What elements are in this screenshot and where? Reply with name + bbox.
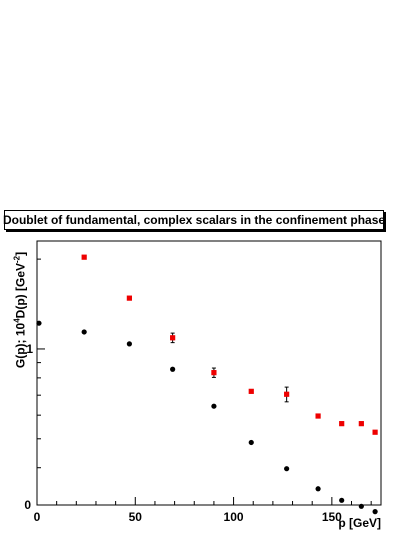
data-point-black xyxy=(36,320,42,326)
data-point-red xyxy=(248,388,254,394)
data-point-black xyxy=(211,403,217,409)
y-axis-label-part2: D(p) [GeV xyxy=(13,262,28,319)
data-marks xyxy=(36,254,378,515)
chart-title: Doublet of fundamental, complex scalars … xyxy=(2,213,386,227)
y-tick-label: 1 xyxy=(26,342,33,356)
data-point-black xyxy=(358,503,364,509)
data-point-red xyxy=(211,370,217,376)
y-axis-label: G(p); 104D(p) [GeV-2] xyxy=(13,252,28,368)
data-point-red xyxy=(372,429,378,435)
x-tick-label: 0 xyxy=(34,510,41,524)
data-point-red xyxy=(126,295,132,301)
data-point-red xyxy=(339,421,345,427)
data-point-black xyxy=(126,341,132,347)
data-point-black xyxy=(339,497,345,503)
data-point-black xyxy=(284,466,290,472)
y-axis-label-part1: G(p); 10 xyxy=(13,322,28,369)
data-point-red xyxy=(358,421,364,427)
axis-ticks: 0 50 100 150 1 0 xyxy=(24,258,372,524)
y-axis-label-sup1: 4 xyxy=(12,318,22,323)
data-point-red xyxy=(315,413,321,419)
data-point-black xyxy=(170,366,176,372)
y-axis-label-part3: ] xyxy=(13,251,28,256)
data-point-red xyxy=(170,335,176,341)
plot-frame xyxy=(36,240,382,506)
chart-title-box: Doublet of fundamental, complex scalars … xyxy=(2,210,386,230)
data-point-red xyxy=(284,391,290,397)
x-axis-label: p [GeV] xyxy=(338,516,381,530)
y-zero-label: 0 xyxy=(24,498,31,512)
data-point-black xyxy=(81,329,87,335)
x-tick-label: 100 xyxy=(224,510,244,524)
data-point-black xyxy=(372,509,378,515)
x-tick-label: 50 xyxy=(129,510,143,524)
x-tick-label: 150 xyxy=(322,510,342,524)
y-axis-label-sup2: -2 xyxy=(12,255,22,263)
data-point-red xyxy=(81,254,87,260)
data-point-black xyxy=(315,486,321,492)
data-point-black xyxy=(248,439,254,446)
